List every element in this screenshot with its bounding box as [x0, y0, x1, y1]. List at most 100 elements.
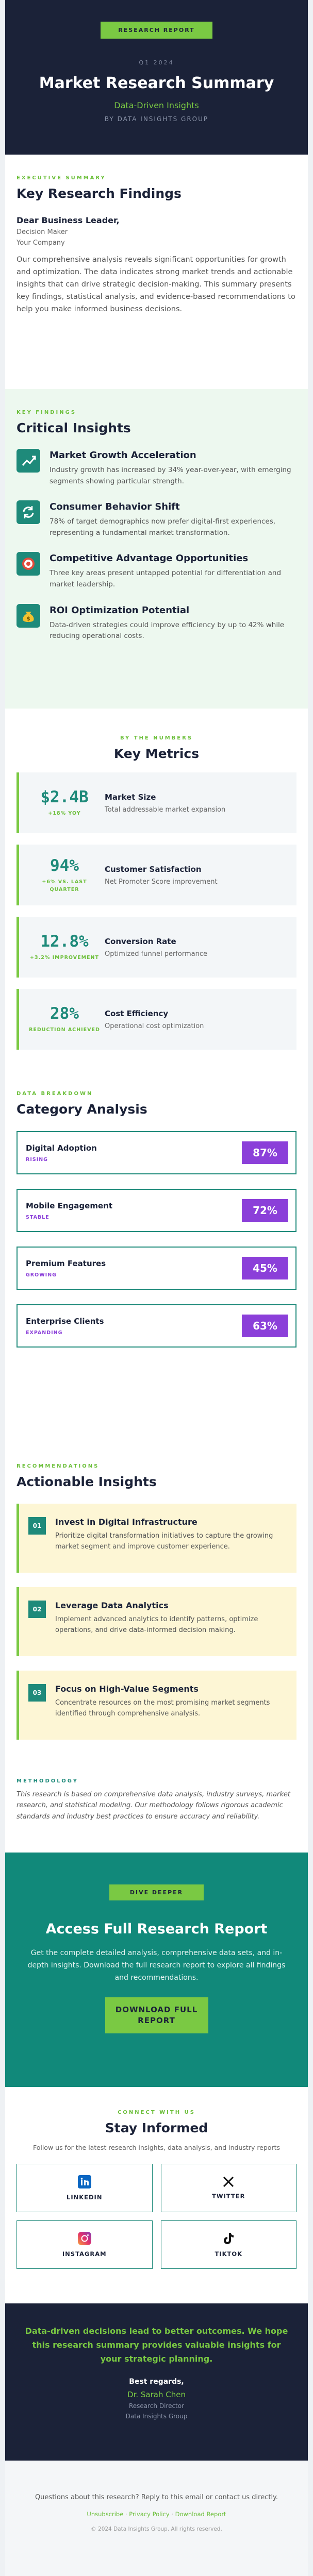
actions: RECOMMENDATIONS Actionable Insights 01 In…	[5, 1430, 308, 1765]
text: Get the complete detailed analysis, comp…	[27, 1949, 286, 1982]
metric-left: $2.4B +18% YOY	[28, 788, 101, 817]
eyebrow: DATA BREAKDOWN	[17, 1091, 93, 1097]
closing: Data-driven decisions lead to better out…	[5, 2303, 308, 2461]
category-name: Premium Features	[26, 1258, 106, 1268]
category-value: 72%	[242, 1199, 288, 1222]
category-info: Premium Features GROWING	[26, 1259, 106, 1278]
insight-icon	[17, 500, 40, 525]
insight-text: Industry growth has increased by 34% yea…	[50, 466, 291, 485]
category-info: Mobile Engagement STABLE	[26, 1201, 112, 1220]
metric-right: Conversion Rate Optimized funnel performa…	[105, 937, 207, 958]
copyright: © 2024 Data Insights Group. All rights r…	[91, 2526, 222, 2532]
metric-desc: Optimized funnel performance	[105, 950, 207, 958]
metric-value: 94%	[50, 856, 79, 875]
insight-title: Market Growth Acceleration	[50, 450, 196, 461]
header: RESEARCH REPORT Q1 2024 Market Research …	[5, 0, 308, 155]
action: 02 Leverage Data Analytics Implement advan…	[17, 1587, 296, 1656]
metric-change: +18% YOY	[48, 811, 81, 817]
icon-glyph: $	[23, 611, 34, 622]
linkedin-icon	[77, 2175, 91, 2188]
footer: Questions about this research? Reply to …	[5, 2461, 308, 2576]
metric-label: Conversion Rate	[105, 936, 176, 946]
metric-label: Customer Satisfaction	[105, 864, 202, 874]
icon-glyph	[22, 456, 36, 466]
category-value: 87%	[242, 1141, 288, 1164]
category-value: 63%	[242, 1315, 288, 1337]
text: Follow us for the latest research insigh…	[32, 2144, 281, 2151]
action-title: Invest in Digital Infrastructure	[55, 1517, 197, 1527]
metric-left: 28% REDUCTION ACHIEVED	[28, 1004, 101, 1034]
tiktok-icon	[224, 2233, 234, 2244]
category-name: Enterprise Clients	[26, 1316, 104, 1326]
footer-text: Questions about this research? Reply to …	[35, 2494, 278, 2501]
heading: Category Analysis	[17, 1102, 147, 1117]
link[interactable]: Download Report	[175, 2511, 226, 2518]
action-number: 02	[28, 1601, 46, 1618]
heading: Key Research Findings	[17, 186, 182, 201]
social-link[interactable]: TIKTOK	[160, 2220, 296, 2269]
metric-desc: Total addressable market expansion	[105, 805, 226, 814]
label: LINKEDIN	[67, 2194, 103, 2201]
paragraph: Our comprehensive analysis reveals signi…	[17, 256, 295, 313]
social: CONNECT WITH US Stay Informed Follow us …	[5, 2087, 308, 2303]
category-value: 45%	[242, 1257, 288, 1279]
recipient: Decision Maker	[17, 228, 68, 236]
heading: Access Full Research Report	[45, 1921, 268, 1937]
insight-icon	[17, 449, 40, 473]
insights: KEY FINDINGS Critical Insights Market Gr…	[5, 389, 308, 709]
insight-body: Market Growth Acceleration Industry growt…	[50, 449, 296, 487]
action: 01 Invest in Digital Infrastructure Priori…	[17, 1504, 296, 1573]
title: Market Research Summary	[39, 74, 274, 92]
link[interactable]: Unsubscribe	[87, 2511, 124, 2518]
metric-right: Cost Efficiency Operational cost optimiza…	[105, 1009, 204, 1030]
insight-body: Competitive Advantage Opportunities Three…	[50, 552, 296, 590]
metric-change: REDUCTION ACHIEVED	[29, 1027, 100, 1033]
eyebrow: CONNECT WITH US	[118, 2110, 195, 2115]
subtitle: Data-Driven Insights	[114, 100, 199, 110]
social-link[interactable]: TWITTER	[160, 2164, 296, 2212]
category-name: Digital Adoption	[26, 1143, 97, 1153]
x-icon	[223, 2176, 234, 2187]
insight: $ ROI Optimization Potential Data-driven s…	[17, 603, 296, 642]
insight-icon	[17, 552, 40, 576]
category-row: Premium Features GROWING 45%	[17, 1247, 296, 1290]
icon-glyph	[23, 506, 34, 519]
insight-body: ROI Optimization Potential Data-driven st…	[50, 604, 296, 642]
download-button[interactable]: DOWNLOAD FULL REPORT	[105, 1997, 208, 2034]
insight-title: Competitive Advantage Opportunities	[50, 553, 249, 564]
social-link[interactable]: INSTAGRAM	[17, 2220, 153, 2269]
methodology: METHODOLOGY This research is based on co…	[5, 1765, 308, 1853]
link[interactable]: Privacy Policy	[129, 2511, 170, 2518]
metric-value: 12.8%	[40, 932, 89, 951]
insight-text: Data-driven strategies could improve eff…	[50, 620, 285, 641]
insight: Market Growth Acceleration Industry growt…	[17, 449, 296, 487]
label: METHODOLOGY	[17, 1778, 79, 1784]
metric-value: 28%	[50, 1004, 79, 1023]
name: Dr. Sarah Chen	[127, 2389, 186, 2399]
heading: Stay Informed	[105, 2120, 208, 2135]
category-row: Mobile Engagement STABLE 72%	[17, 1189, 296, 1232]
metrics: BY THE NUMBERS Key Metrics $2.4B +18% YOY…	[5, 709, 308, 1059]
date: Q1 2024	[139, 59, 174, 66]
metric-label: Market Size	[105, 792, 156, 802]
metric-change: +6% VS. LAST QUARTER	[42, 879, 87, 893]
badge: DIVE DEEPER	[109, 1884, 204, 1900]
eyebrow: EXECUTIVE SUMMARY	[17, 175, 106, 181]
recipient: Your Company	[17, 239, 65, 247]
action-number: 03	[28, 1684, 46, 1702]
social-link[interactable]: LINKEDIN	[17, 2164, 153, 2212]
metric-value: $2.4B	[40, 788, 89, 807]
heading: Key Metrics	[113, 746, 200, 761]
action-title: Leverage Data Analytics	[55, 1601, 169, 1610]
eyebrow: BY THE NUMBERS	[120, 735, 193, 741]
footer-links: Unsubscribe · Privacy Policy · Download …	[5, 2511, 308, 2518]
signoff: Best regards,	[129, 2377, 184, 2386]
label: TWITTER	[212, 2193, 245, 2200]
categories: DATA BREAKDOWN Category Analysis Digital…	[5, 1059, 308, 1430]
metric-right: Market Size Total addressable market expa…	[105, 793, 225, 814]
metric-card: $2.4B +18% YOY Market Size Total addressabl…	[17, 772, 296, 833]
insight: Consumer Behavior Shift 78% of target dem…	[17, 500, 296, 538]
category-trend: GROWING	[26, 1272, 57, 1278]
